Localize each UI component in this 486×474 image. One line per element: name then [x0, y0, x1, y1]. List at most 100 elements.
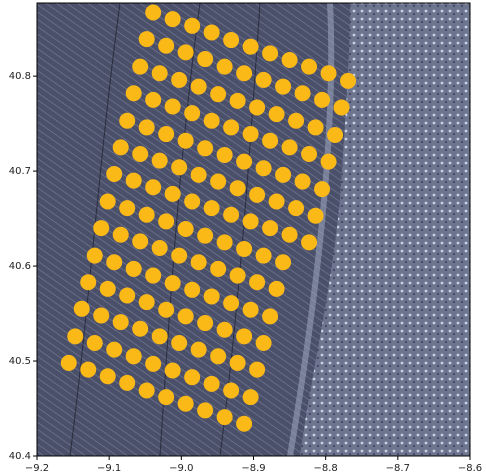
point — [177, 132, 194, 149]
point — [190, 166, 207, 183]
point — [158, 213, 175, 230]
point — [132, 146, 149, 162]
point — [171, 71, 188, 88]
point — [223, 32, 240, 49]
point — [197, 402, 214, 419]
point — [112, 314, 129, 331]
point — [138, 119, 155, 136]
point — [340, 72, 357, 89]
y-tick-label: 40.8 — [9, 71, 31, 82]
point — [112, 226, 129, 243]
point — [242, 38, 259, 55]
point — [177, 221, 194, 238]
point — [327, 127, 344, 144]
point — [262, 132, 279, 149]
point — [249, 274, 266, 291]
point — [125, 260, 142, 277]
x-tick-label: −9.2 — [25, 463, 49, 474]
point — [67, 328, 84, 345]
point — [86, 247, 103, 264]
point — [223, 206, 240, 223]
point — [210, 173, 227, 190]
point — [281, 51, 298, 68]
y-tick-label: 40.6 — [9, 261, 31, 272]
point — [203, 288, 220, 305]
point — [223, 382, 240, 399]
point — [210, 348, 227, 365]
point — [86, 334, 103, 351]
point — [216, 234, 233, 251]
point — [236, 415, 253, 432]
point — [229, 180, 246, 197]
point — [80, 361, 97, 378]
point — [119, 374, 136, 391]
point — [151, 65, 168, 82]
point — [177, 44, 194, 61]
point — [314, 91, 331, 108]
point — [132, 58, 149, 75]
point — [93, 220, 110, 237]
point — [249, 186, 266, 203]
point — [236, 240, 253, 257]
point — [93, 307, 110, 324]
point — [288, 112, 305, 129]
point — [171, 247, 188, 264]
point — [145, 4, 162, 21]
point — [106, 165, 123, 182]
point — [255, 160, 272, 177]
point — [80, 274, 97, 291]
point — [125, 85, 142, 102]
point — [203, 24, 220, 41]
point — [281, 226, 298, 243]
point — [301, 234, 318, 251]
point — [125, 348, 142, 365]
point — [275, 254, 292, 271]
point — [145, 267, 162, 284]
y-tick-label: 40.7 — [9, 166, 31, 177]
point — [229, 92, 246, 109]
point — [203, 112, 220, 129]
point — [255, 334, 272, 351]
point — [190, 78, 207, 95]
point — [281, 139, 298, 156]
point — [184, 17, 201, 34]
point — [119, 200, 136, 217]
point — [314, 181, 331, 198]
point — [158, 37, 175, 54]
point — [255, 71, 272, 88]
point — [236, 328, 253, 345]
point — [242, 213, 259, 230]
point — [171, 334, 188, 351]
point — [301, 58, 318, 75]
point — [190, 254, 207, 271]
point — [132, 233, 149, 250]
x-tick-label: −9.1 — [97, 463, 121, 474]
point — [164, 11, 181, 28]
point — [158, 389, 175, 406]
point — [210, 86, 227, 103]
point — [216, 146, 233, 163]
point — [249, 99, 266, 116]
point — [223, 295, 240, 312]
point — [242, 301, 259, 318]
point — [320, 153, 337, 170]
point — [164, 185, 181, 202]
point — [151, 328, 168, 345]
point — [138, 206, 155, 223]
point — [99, 368, 116, 385]
point — [203, 375, 220, 392]
point — [307, 207, 324, 224]
point — [294, 173, 311, 190]
point — [229, 354, 246, 371]
point — [151, 240, 168, 257]
point — [268, 280, 285, 297]
point — [197, 140, 214, 157]
point — [164, 362, 181, 379]
point — [184, 105, 201, 122]
point — [333, 99, 350, 116]
point — [236, 153, 253, 170]
point — [190, 341, 207, 358]
point — [60, 354, 77, 371]
point — [177, 308, 194, 325]
point — [138, 31, 155, 48]
